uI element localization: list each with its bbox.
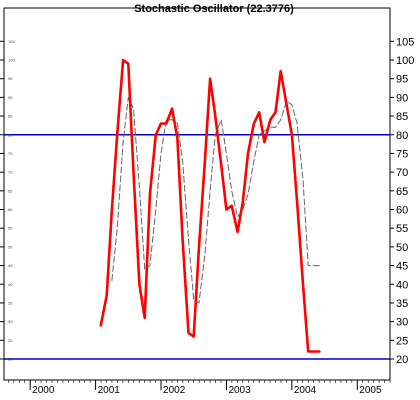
y-tick-label-left: 25 (8, 338, 13, 343)
y-tick-label-left: 105 (8, 39, 15, 44)
y-tick-label-right: 35 (396, 298, 408, 310)
y-tick-label-right: 105 (396, 36, 414, 48)
y-tick-label-right: 45 (396, 261, 408, 273)
y-tick-label-right: 80 (396, 130, 408, 142)
y-tick-label-right: 55 (396, 223, 408, 235)
y-tick-label-right: 60 (396, 205, 408, 217)
y-tick-label-left: 55 (8, 226, 13, 231)
y-tick-label-left: 85 (8, 114, 13, 119)
y-tick-label-right: 50 (396, 242, 408, 254)
y-tick-label-left: 75 (8, 151, 13, 156)
y-tick-label-left: 100 (8, 58, 15, 63)
y-tick-label-left: 60 (8, 207, 13, 212)
y-tick-label-right: 100 (396, 55, 414, 67)
x-tick-label: 2004 (294, 385, 317, 396)
y-tick-label-right: 90 (396, 92, 408, 104)
x-tick-label: 2003 (228, 385, 251, 396)
x-tick-label: 2002 (163, 385, 186, 396)
y-tick-label-left: 95 (8, 76, 13, 81)
y-tick-label-left: 50 (8, 244, 13, 249)
x-tick-label: 2001 (98, 385, 121, 396)
y-tick-label-left: 35 (8, 300, 13, 305)
y-tick-label-right: 95 (396, 74, 408, 86)
y-tick-label-left: 65 (8, 188, 13, 193)
y-tick-label-left: 20 (8, 357, 13, 362)
y-tick-label-right: 75 (396, 148, 408, 160)
y-tick-label-right: 65 (396, 186, 408, 198)
y-tick-label-right: 30 (396, 317, 408, 329)
y-tick-label-right: 85 (396, 111, 408, 123)
chart-title: Stochastic Oscillator (22.3776) (134, 3, 294, 15)
x-tick-label: 2000 (32, 385, 55, 396)
signal-line-series (111, 96, 320, 304)
x-tick-label: 2005 (359, 385, 382, 396)
axes: 20 20 25 25 30 30 35 35 40 40 45 45 50 50 55 55 60 60 65 65… (0, 36, 414, 396)
y-tick-label-left: 90 (8, 95, 13, 100)
y-tick-label-left: 70 (8, 170, 13, 175)
y-tick-label-right: 25 (396, 335, 408, 347)
y-tick-label-right: 20 (396, 354, 408, 366)
y-tick-label-right: 40 (396, 279, 408, 291)
plot-frame (3, 7, 391, 381)
y-tick-label-left: 80 (8, 132, 13, 137)
plot-area (4, 58, 390, 360)
oscillator-line-series (99, 58, 321, 353)
y-tick-label-left: 45 (8, 263, 13, 268)
y-tick-label-right: 70 (396, 167, 408, 179)
y-tick-label-left: 30 (8, 319, 13, 324)
y-tick-label-left: 40 (8, 282, 13, 287)
